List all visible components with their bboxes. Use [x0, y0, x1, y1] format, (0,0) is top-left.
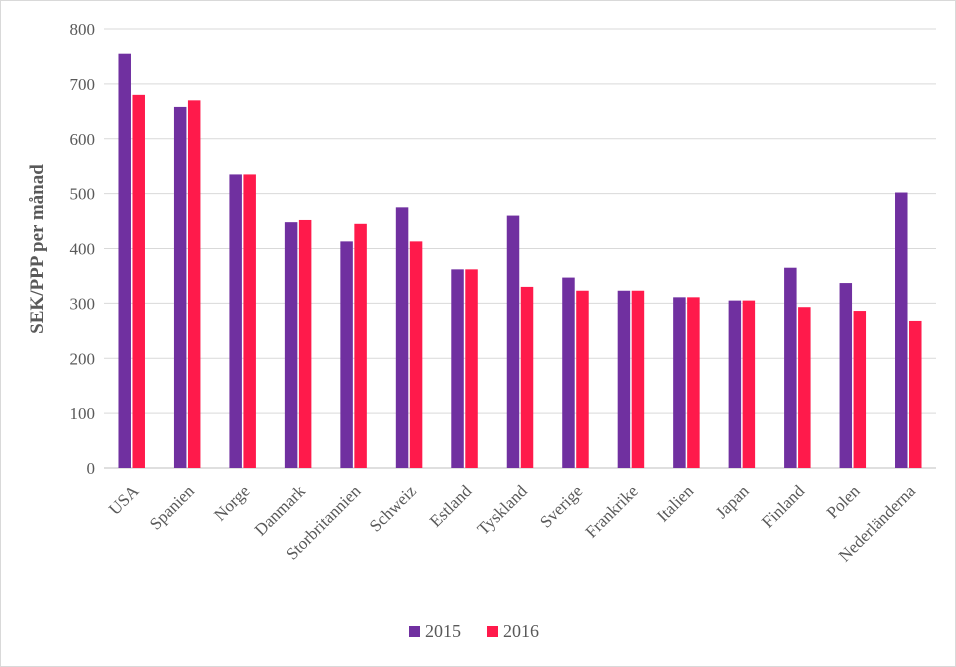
y-tick-label: 800 [70, 20, 96, 39]
x-tick-label: Italien [653, 481, 697, 525]
bar-2016-spanien [187, 100, 201, 469]
bar-2015-norge [229, 174, 242, 468]
y-tick-label: 300 [70, 294, 96, 313]
y-tick-label: 700 [70, 75, 96, 94]
bar-2015-storbritannien [340, 241, 353, 468]
bar-2015-tyskland [506, 215, 520, 468]
bar-2015-schweiz [395, 207, 409, 468]
x-tick-label: Frankrike [582, 481, 642, 541]
x-tick-label: Estland [426, 481, 476, 531]
y-tick-label: 0 [87, 459, 96, 478]
bar-2016-schweiz [409, 241, 423, 468]
legend: 2015 2016 [409, 621, 539, 641]
x-tick-label: Finland [758, 481, 809, 532]
bar-2015-estland [451, 269, 464, 468]
gridlines [104, 28, 936, 469]
x-tick-label: Polen [823, 481, 864, 522]
bar-2016-norge [243, 174, 256, 468]
x-tick-label: Norge [210, 481, 253, 524]
bar-2015-usa [118, 53, 131, 468]
y-axis-ticks: 0 100 200 300 400 500 600 700 800 [70, 20, 96, 478]
bar-2016-danmark [298, 219, 312, 468]
bar-2015-nederländerna [895, 192, 908, 468]
x-tick-label: Sverige [536, 481, 586, 531]
bar-2015-frankrike [617, 290, 631, 468]
legend-label-2015: 2015 [425, 621, 461, 641]
y-tick-label: 200 [70, 349, 96, 368]
bar-2016-sverige [576, 290, 589, 468]
x-tick-label: Schweiz [366, 481, 420, 535]
bar-2016-estland [465, 269, 478, 468]
y-tick-label: 100 [70, 404, 96, 423]
y-axis-title: SEK/PPP per månad [27, 164, 48, 334]
bar-2016-polen [853, 311, 867, 468]
bar-2016-nederländerna [909, 320, 922, 468]
y-tick-label: 500 [70, 185, 96, 204]
bar-2015-polen [839, 283, 853, 468]
bar-2015-italien [673, 297, 686, 468]
bar-2016-italien [687, 297, 700, 468]
bar-2016-tyskland [520, 286, 534, 468]
y-tick-label: 600 [70, 130, 96, 149]
x-tick-label: Tyskland [473, 481, 531, 539]
legend-label-2016: 2016 [503, 621, 539, 641]
bar-2016-storbritannien [354, 223, 367, 468]
x-tick-label: Japan [712, 481, 753, 522]
bars [118, 53, 922, 469]
legend-swatch-2016 [487, 626, 498, 637]
bar-2015-japan [728, 300, 742, 468]
x-tick-label: USA [105, 481, 143, 519]
bar-2015-spanien [173, 106, 187, 469]
bar-2016-usa [132, 94, 145, 468]
y-tick-label: 400 [70, 240, 96, 259]
bar-2015-finland [784, 267, 797, 468]
bar-2015-danmark [284, 222, 298, 468]
bar-2016-frankrike [631, 290, 645, 468]
x-tick-label: Spanien [146, 481, 199, 534]
bar-2016-japan [742, 300, 756, 468]
bar-2016-finland [798, 307, 811, 468]
legend-swatch-2015 [409, 626, 420, 637]
bar-2015-sverige [562, 277, 575, 468]
